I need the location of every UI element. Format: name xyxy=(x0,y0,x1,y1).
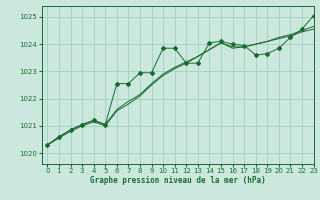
X-axis label: Graphe pression niveau de la mer (hPa): Graphe pression niveau de la mer (hPa) xyxy=(90,176,266,185)
